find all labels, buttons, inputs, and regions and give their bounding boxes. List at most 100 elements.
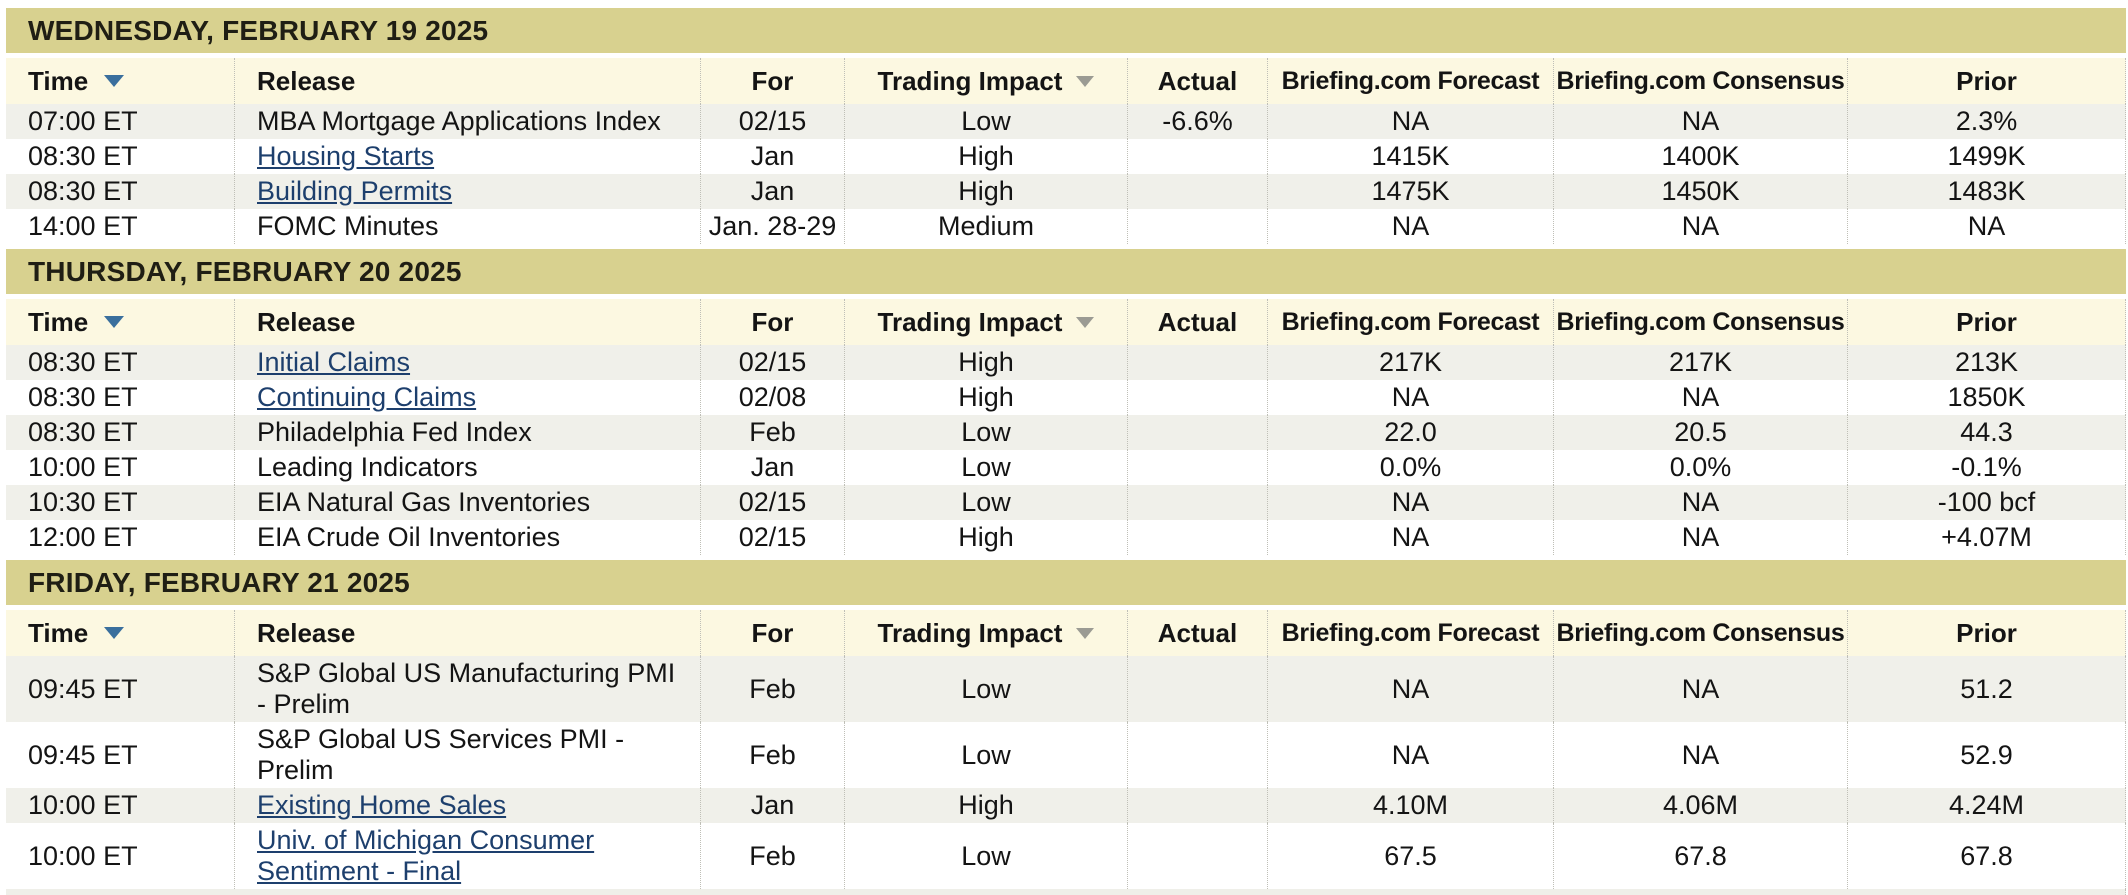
release-link[interactable]: Existing Home Sales <box>257 790 507 820</box>
calendar-row: 08:30 ET Philadelphia Fed Index Feb Low 22.0… <box>6 415 2126 450</box>
cell-prior: 213K <box>1848 345 2126 380</box>
calendar-row: 10:30 ET EIA Natural Gas Inventories 02/15… <box>6 485 2126 520</box>
section-rows: 08:30 ET Initial Claims 02/15 High 217K 217K 2… <box>6 345 2126 555</box>
cell-impact: Low <box>845 450 1128 485</box>
time-sort-arrow-icon[interactable] <box>104 316 125 328</box>
column-header-for: For <box>701 299 845 345</box>
cell-for: Feb <box>701 656 845 722</box>
cell-for: 02/15 <box>701 104 845 139</box>
column-header-impact[interactable]: Trading Impact <box>845 610 1128 656</box>
cell-time: 10:00 ET <box>6 450 235 485</box>
top-spacer <box>6 0 2126 8</box>
cell-prior: 67.8 <box>1848 823 2126 889</box>
column-header-forecast: Briefing.com Forecast <box>1268 299 1554 345</box>
date-section-label: FRIDAY, FEBRUARY 21 2025 <box>28 566 410 598</box>
cell-consensus: 4.06M <box>1554 788 1848 823</box>
cell-prior: +4.07M <box>1848 520 2126 555</box>
consensus-header-label: Briefing.com Consensus <box>1556 66 1845 95</box>
cell-release: FOMC Minutes <box>235 209 701 244</box>
cell-for: 02/15 <box>701 345 845 380</box>
column-header-row: Time Release For Trading Impact Actual Briefi… <box>6 58 2126 104</box>
cell-for: Jan. 28-29 <box>701 209 845 244</box>
cell-prior: 4.24M <box>1848 788 2126 823</box>
cell-actual <box>1128 209 1268 244</box>
cell-time: 12:00 ET <box>6 520 235 555</box>
release-link[interactable]: Building Permits <box>257 176 453 206</box>
cell-prior: 1499K <box>1848 139 2126 174</box>
column-header-prior: Prior <box>1848 299 2126 345</box>
calendar-row: 08:30 ET Continuing Claims 02/08 High NA NA 18… <box>6 380 2126 415</box>
calendar-row: 07:00 ET MBA Mortgage Applications Index 0… <box>6 104 2126 139</box>
column-header-row: Time Release For Trading Impact Actual Briefi… <box>6 610 2126 656</box>
calendar-row: 09:45 ET S&P Global US Manufacturing PMI … <box>6 656 2126 722</box>
cell-consensus: NA <box>1554 656 1848 722</box>
column-header-release: Release <box>235 610 701 656</box>
release-link[interactable]: Univ. of Michigan Consumer Sentiment - F… <box>257 825 595 886</box>
cell-impact: Low <box>845 722 1128 788</box>
cell-prior: -100 bcf <box>1848 485 2126 520</box>
date-section-header: THURSDAY, FEBRUARY 20 2025 <box>6 249 2126 294</box>
column-header-time[interactable]: Time <box>6 610 235 656</box>
impact-header-label: Trading Impact <box>877 306 1063 337</box>
cell-impact: High <box>845 520 1128 555</box>
impact-header-label: Trading Impact <box>877 65 1063 96</box>
release-link[interactable]: Housing Starts <box>257 141 435 171</box>
impact-sort-arrow-icon[interactable] <box>1076 627 1095 639</box>
cell-time: 10:00 ET <box>6 788 235 823</box>
cell-time: 09:45 ET <box>6 656 235 722</box>
prior-header-label: Prior <box>1956 65 2017 96</box>
column-header-release: Release <box>235 58 701 104</box>
impact-header-label: Trading Impact <box>877 617 1063 648</box>
calendar-row: 10:00 ET Univ. of Michigan Consumer Senti… <box>6 823 2126 889</box>
column-header-actual: Actual <box>1128 610 1268 656</box>
cell-for: Feb <box>701 823 845 889</box>
date-section-label: THURSDAY, FEBRUARY 20 2025 <box>28 255 462 287</box>
cell-forecast: 217K <box>1268 345 1554 380</box>
cell-release: Philadelphia Fed Index <box>235 415 701 450</box>
time-sort-arrow-icon[interactable] <box>104 627 125 639</box>
column-header-forecast: Briefing.com Forecast <box>1268 58 1554 104</box>
column-header-actual: Actual <box>1128 58 1268 104</box>
cell-consensus: NA <box>1554 209 1848 244</box>
cell-for: Jan <box>701 174 845 209</box>
time-header-label: Time <box>28 306 89 337</box>
release-header-label: Release <box>257 65 356 96</box>
cell-actual <box>1128 139 1268 174</box>
column-header-for: For <box>701 58 845 104</box>
release-link[interactable]: Continuing Claims <box>257 382 477 412</box>
cell-forecast: NA <box>1268 520 1554 555</box>
cell-for: 02/08 <box>701 380 845 415</box>
cell-actual <box>1128 823 1268 889</box>
cell-prior: 44.3 <box>1848 415 2126 450</box>
cell-time: 10:30 ET <box>6 485 235 520</box>
column-header-time[interactable]: Time <box>6 58 235 104</box>
impact-sort-arrow-icon[interactable] <box>1076 316 1095 328</box>
release-link[interactable]: Initial Claims <box>257 347 411 377</box>
cell-forecast: 1415K <box>1268 139 1554 174</box>
cell-consensus: NA <box>1554 104 1848 139</box>
cell-prior: 52.9 <box>1848 722 2126 788</box>
release-header-label: Release <box>257 617 356 648</box>
column-header-impact[interactable]: Trading Impact <box>845 299 1128 345</box>
cell-actual: -6.6% <box>1128 104 1268 139</box>
time-sort-arrow-icon[interactable] <box>104 75 125 87</box>
cell-for: Jan <box>701 450 845 485</box>
column-header-consensus: Briefing.com Consensus <box>1554 299 1848 345</box>
cell-consensus: NA <box>1554 485 1848 520</box>
cell-impact: Medium <box>845 209 1128 244</box>
column-header-time[interactable]: Time <box>6 299 235 345</box>
cell-time: 08:30 ET <box>6 139 235 174</box>
cell-impact: Low <box>845 104 1128 139</box>
calendar-row: 09:45 ET S&P Global US Services PMI - Pre… <box>6 722 2126 788</box>
cell-actual <box>1128 415 1268 450</box>
time-header-label: Time <box>28 617 89 648</box>
cell-actual <box>1128 485 1268 520</box>
cell-for: Jan <box>701 788 845 823</box>
column-header-impact[interactable]: Trading Impact <box>845 58 1128 104</box>
column-header-actual: Actual <box>1128 299 1268 345</box>
cell-release: Initial Claims <box>235 345 701 380</box>
cell-impact: High <box>845 380 1128 415</box>
impact-sort-arrow-icon[interactable] <box>1076 75 1095 87</box>
cell-consensus: NA <box>1554 520 1848 555</box>
cell-for: 02/15 <box>701 520 845 555</box>
